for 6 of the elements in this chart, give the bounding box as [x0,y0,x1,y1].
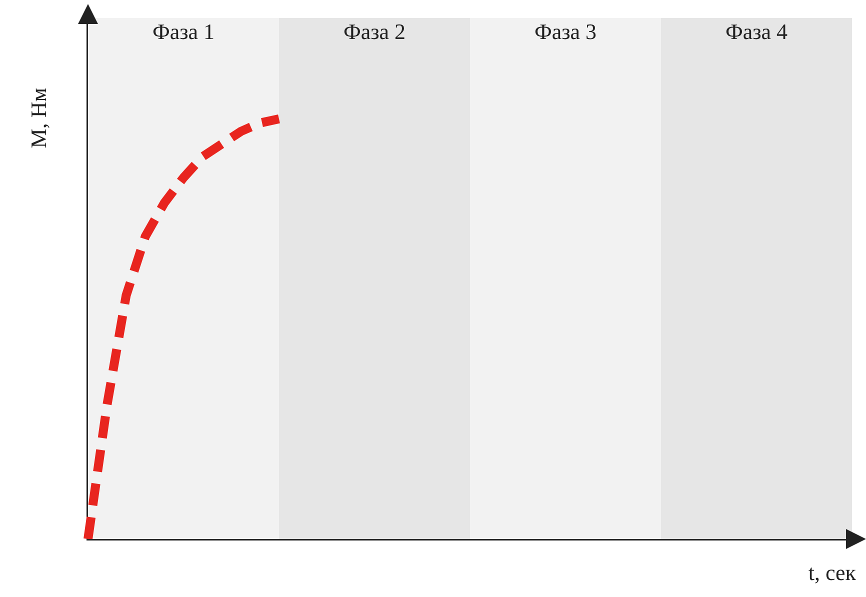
text: Фаза 4 [725,18,788,44]
text: Фаза 3 [534,18,597,44]
y-axis-title: M, Нм [26,88,51,148]
text: Фаза 2 [343,18,406,44]
text: Фаза 1 [152,18,215,44]
x-axis-title: t, сек [808,560,856,585]
